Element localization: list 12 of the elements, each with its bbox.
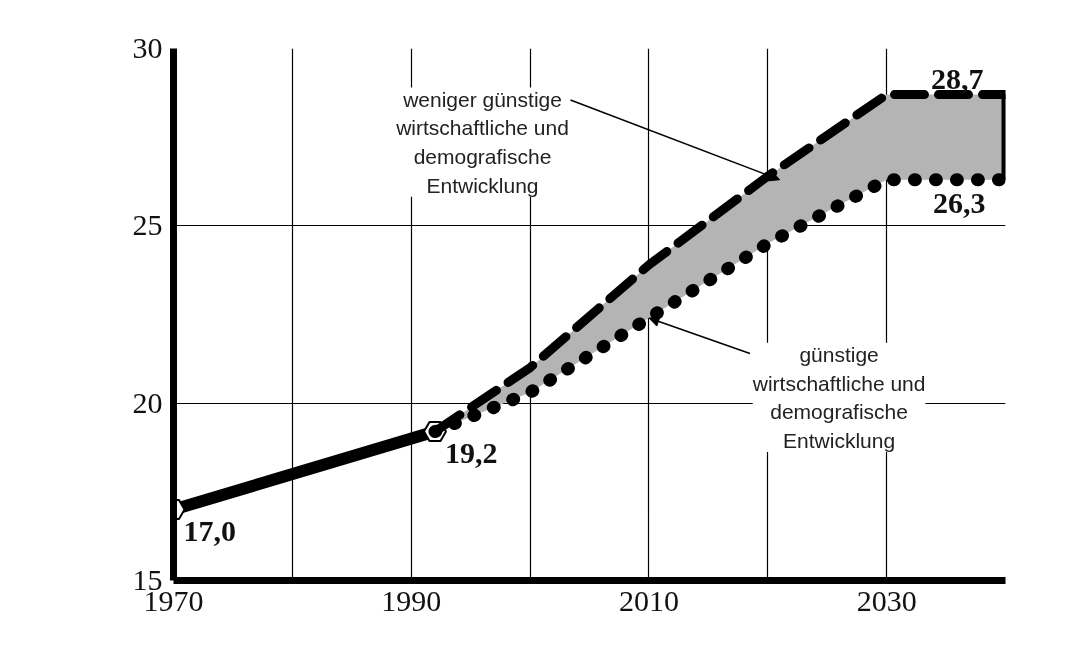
y-tick-label: 30 [132,31,163,64]
data-label: 26,3 [933,185,986,219]
x-tick-label: 2010 [618,583,679,617]
data-label: 28,7 [931,61,984,95]
y-tick-label: 25 [132,208,163,242]
annotation: günstige wirtschaftliche und demografische Entwicklung [751,342,926,453]
data-label: 19,2 [444,435,498,469]
data-label: 17,0 [183,513,236,547]
y-tick-label: 20 [132,385,163,419]
x-tick-label: 1990 [381,583,442,617]
annotation: weniger günstige wirtschaftliche und demografische Entwicklung [395,87,569,197]
x-tick-label: 2030 [856,583,917,617]
